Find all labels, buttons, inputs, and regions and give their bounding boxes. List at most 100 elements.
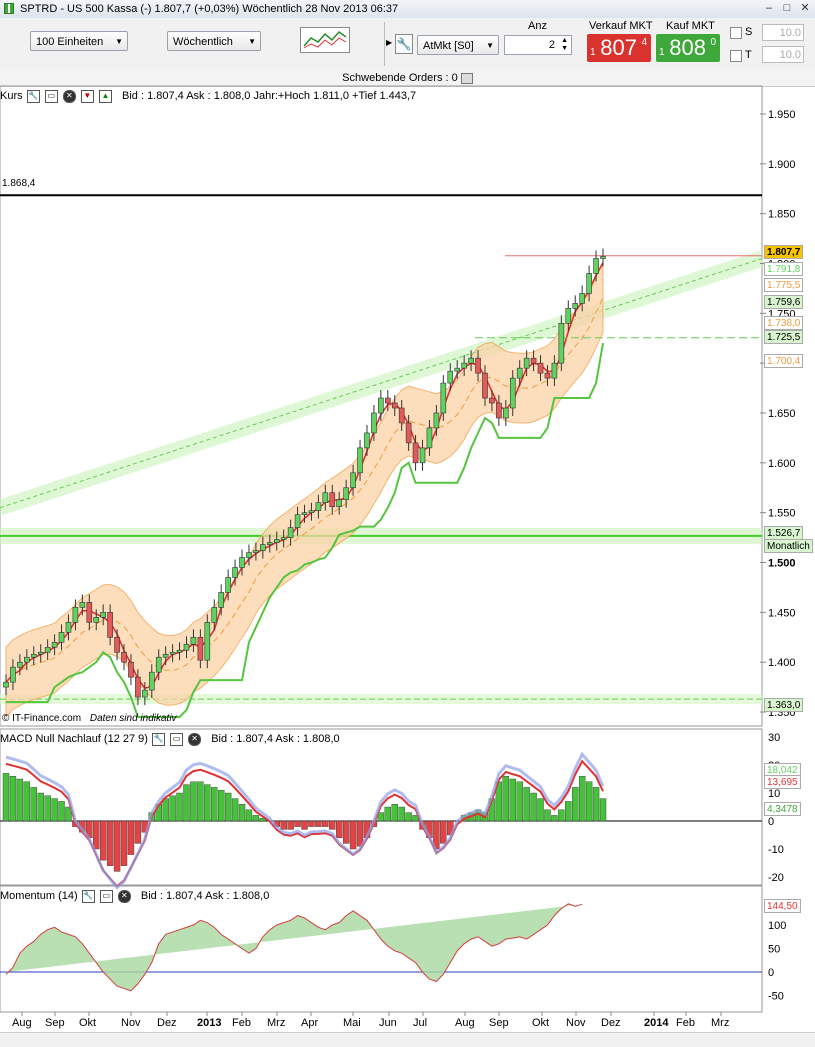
price-tick-label: 1.850 [768,209,796,221]
price-grid [0,85,763,1013]
macd-bar [148,812,155,822]
candle-body [593,258,599,274]
anz-stepper[interactable]: 2 ▲ ▼ [504,35,572,55]
candle-body [93,617,100,623]
candle-body [280,537,287,540]
order-type-dropdown[interactable]: AtMkt [S0] ▼ [417,35,499,55]
stop-checkbox[interactable] [730,27,742,39]
macd-bar [231,798,239,822]
credit-source: © IT-Finance.com [2,713,82,724]
candle-body [336,499,343,507]
macd-bar [502,776,510,822]
close-icon[interactable]: ✕ [62,89,76,103]
macd-bar [599,798,607,822]
candle-body [301,512,308,515]
macd-bar [585,781,593,822]
price-panel-info: Bid : 1.807,4 Ask : 1.808,0 Jahr:+Hoch 1… [122,90,417,102]
close-icon[interactable]: ✕ [117,889,131,903]
window-icon[interactable]: ▭ [170,732,184,746]
target-checkbox[interactable] [730,50,742,62]
window-icon[interactable]: ▭ [44,89,58,103]
candle-body [503,407,509,419]
stepper-arrows-icon[interactable]: ▲ ▼ [561,37,568,52]
expand-arrow-icon[interactable]: ▶ [386,38,393,47]
candle-body [315,502,322,511]
price-tick-label: 1.950 [768,109,796,121]
time-axis-label: Nov [566,1017,586,1029]
close-icon[interactable]: ✕ [188,732,202,746]
macd-bar [537,798,544,822]
candle-body [398,407,405,424]
macd-signal-line [5,759,604,888]
macd-tick-label: -10 [768,844,784,856]
macd-bar [398,806,405,822]
candle-body [530,357,537,364]
macd-bar [141,820,149,833]
macd-bar [419,820,426,830]
candle-body [24,656,30,663]
macd-bar [217,790,225,822]
wrench-icon[interactable]: 🔧 [81,889,95,903]
move-down-icon[interactable]: ▼ [80,89,94,103]
candle-body [496,402,502,419]
close-icon[interactable]: ✕ [800,2,810,14]
window-icon[interactable]: ▭ [99,889,113,903]
bollinger-band [5,262,604,719]
maximize-icon[interactable]: □ [783,2,791,14]
macd-bar [155,804,162,822]
macd-bar [301,820,308,830]
candle-body [419,447,426,464]
price-tag: 1.759,6 [764,295,804,309]
pending-orders-bar[interactable]: Schwebende Orders : 0 [0,70,815,87]
momentum-chart: 100 50 0 -50 [0,903,786,1003]
momentum-tick-label: -50 [768,991,784,1003]
interval-dropdown[interactable]: Wöchentlich ▼ [167,31,261,51]
macd-bar [113,820,121,872]
price-tick-label: 1.900 [768,159,796,171]
candle-body [391,402,398,409]
time-axis-label: Mai [343,1017,361,1029]
stop-input[interactable]: 10.0 [762,24,804,41]
macd-bar [58,801,65,822]
buy-price-main: 808 [669,35,706,60]
macd-bar [51,798,58,822]
macd-bar [329,820,336,830]
candle-body [183,643,190,651]
wrench-icon[interactable]: 🔧 [152,732,166,746]
candle-body [204,622,211,661]
candle-body [426,427,433,449]
indicator-chart-button[interactable] [300,27,350,53]
macd-bar [65,806,72,822]
order-type-value: AtMkt [S0] [423,40,474,52]
macd-bar [162,798,169,822]
price-lines [0,194,762,719]
units-dropdown[interactable]: 100 Einheiten ▼ [30,31,128,51]
macd-bar [523,787,530,822]
settings-wrench-button[interactable]: 🔧 [395,34,413,54]
candle-body [51,641,58,648]
macd-bar [204,784,211,822]
moving-average-line [5,297,604,683]
price-tick-label: 1.600 [768,458,796,470]
wrench-icon[interactable]: 🔧 [26,89,40,103]
support-step-line [6,343,604,719]
macd-bar [551,815,558,822]
macd-bar [412,815,419,822]
candle-body [412,442,419,464]
move-up-icon[interactable]: ▲ [98,89,112,103]
macd-bar [211,787,218,822]
orders-toggle-icon[interactable] [460,72,473,84]
buy-button[interactable]: 1 808 0 [656,34,720,62]
candle-body [107,612,113,638]
target-input[interactable]: 10.0 [762,46,804,63]
time-axis: Aug Sep Okt Nov Dez 2013 Feb Mrz Apr Mai Jun Jul Aug… [12,1012,729,1029]
candle-body [44,646,51,653]
minimize-icon[interactable]: – [765,2,773,14]
candle-body [211,607,218,623]
time-axis-label: Aug [455,1017,475,1029]
sell-button[interactable]: 1 807 4 [587,34,651,62]
macd-line [5,751,605,890]
price-panel-header: Kurs 🔧 ▭ ✕ ▼ ▲ Bid : 1.807,4 Ask : 1.808… [0,88,416,104]
macd-bar [134,820,142,844]
momentum-panel-header: Momentum (14) 🔧 ▭ ✕ Bid : 1.807,4 Ask : … [0,888,269,904]
